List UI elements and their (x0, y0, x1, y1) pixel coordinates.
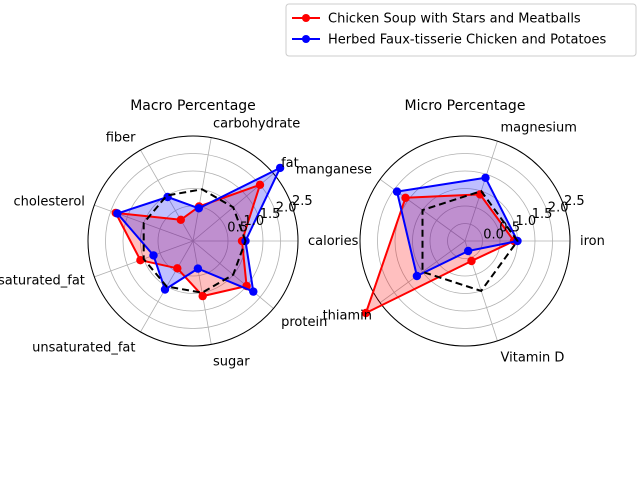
category-label: saturated_fat (0, 273, 85, 288)
data-point (467, 256, 476, 266)
radial-tick-label: 2.5 (292, 194, 313, 209)
series-fill (365, 194, 514, 313)
legend-frame (285, 3, 637, 57)
category-label: calories (308, 234, 359, 249)
data-point (249, 287, 258, 296)
legend-marker-0 (302, 14, 310, 22)
category-label: protein (281, 315, 327, 330)
radial-tick-label: 0.0 (483, 227, 504, 242)
series-line (396, 176, 519, 277)
category-label: carbohydrate (213, 117, 300, 132)
radial-tick-label: 1.0 (244, 214, 265, 229)
data-point (173, 264, 182, 273)
data-point (412, 271, 422, 281)
radial-tick-label: 0.5 (227, 221, 248, 236)
data-point (392, 187, 402, 196)
series-line (114, 183, 261, 298)
category-label: cholesterol (13, 195, 84, 210)
category-label: manganese (296, 162, 372, 177)
data-point (464, 246, 473, 256)
radial-tick-label: 2.0 (548, 201, 569, 216)
legend-label-1: Herbed Faux-tisserie Chicken and Potatoe… (328, 33, 607, 48)
category-label: thiamin (323, 309, 372, 324)
data-point (194, 204, 203, 213)
reference-line (142, 188, 247, 294)
series-fill (117, 167, 281, 292)
radial-tick-label: 2.5 (564, 194, 585, 209)
radial-tick-label: 1.0 (516, 214, 537, 229)
chart-title: Macro Percentage (130, 98, 256, 114)
data-point (481, 173, 490, 182)
data-point (198, 291, 207, 301)
category-label: magnesium (501, 121, 577, 136)
chart-title: Micro Percentage (405, 98, 526, 114)
category-label: sugar (213, 354, 250, 369)
radial-tick-label: 0.5 (499, 221, 520, 236)
data-point (136, 256, 145, 265)
data-point (401, 193, 410, 202)
radial-tick-label: 1.5 (260, 207, 281, 222)
series-line (364, 193, 515, 314)
category-label: iron (580, 234, 605, 249)
data-point (149, 251, 158, 260)
data-point (113, 209, 122, 218)
radar-macro: Macro Percentage 0.51.01.52.02.5 calories f… (0, 98, 359, 369)
category-label: unsaturated_fat (32, 341, 135, 356)
grid-spoke (379, 240, 466, 304)
data-point (160, 285, 170, 294)
series-fill (115, 184, 260, 297)
category-label: fat (281, 156, 299, 171)
data-point (176, 215, 185, 224)
data-point (361, 308, 371, 318)
radial-tick-label: 2.0 (276, 201, 297, 216)
radar-micro: Micro Percentage 0.00.51.01.52.02.5 iron ma… (296, 98, 605, 365)
legend-label-0: Chicken Soup with Stars and Meatballs (328, 12, 581, 27)
polar-frame (359, 135, 571, 347)
reference-line (421, 189, 519, 293)
legend: Chicken Soup with Stars and Meatballs He… (285, 3, 637, 57)
data-point (275, 163, 285, 173)
radial-tick-label: 1.5 (532, 207, 553, 222)
polar-frame (87, 135, 299, 347)
data-point (255, 180, 265, 189)
series-fill (397, 177, 518, 276)
category-label: Vitamin D (501, 350, 565, 365)
data-point (193, 264, 203, 273)
category-label: fiber (106, 130, 136, 145)
legend-marker-1 (302, 35, 310, 43)
